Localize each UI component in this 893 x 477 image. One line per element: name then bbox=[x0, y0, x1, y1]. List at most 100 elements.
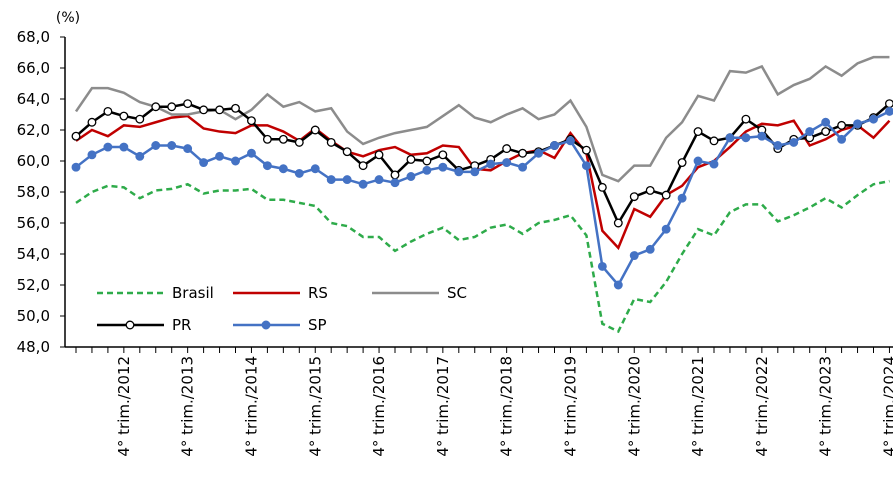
series-marker bbox=[246, 116, 256, 126]
series-marker bbox=[773, 141, 783, 150]
series-marker bbox=[151, 102, 161, 112]
x-tick-label: 4° trim./2014 bbox=[242, 356, 260, 457]
series-marker bbox=[853, 119, 862, 129]
series-marker bbox=[837, 120, 847, 130]
series-marker bbox=[167, 141, 177, 150]
series-marker bbox=[805, 127, 815, 136]
series-marker bbox=[406, 154, 416, 164]
legend-label: SP bbox=[308, 316, 327, 334]
series-marker bbox=[454, 167, 464, 177]
series-marker bbox=[550, 141, 559, 150]
x-tick-label: 4° trim./2015 bbox=[306, 356, 324, 457]
series-marker bbox=[310, 125, 320, 135]
series-marker bbox=[597, 261, 607, 271]
series-marker bbox=[581, 161, 591, 171]
series-marker bbox=[422, 156, 432, 166]
series-marker bbox=[103, 142, 113, 152]
series-line bbox=[75, 179, 890, 334]
series-marker bbox=[87, 117, 97, 127]
series-marker bbox=[246, 148, 256, 158]
series-marker bbox=[199, 158, 209, 167]
series-marker bbox=[119, 111, 129, 121]
x-tick-label: 4° trim./2022 bbox=[753, 356, 771, 457]
series-marker bbox=[374, 150, 384, 160]
series-marker bbox=[518, 162, 528, 172]
series-marker bbox=[167, 102, 177, 112]
series-marker bbox=[693, 127, 703, 136]
series-marker bbox=[262, 161, 272, 171]
series-marker bbox=[374, 175, 384, 185]
series-marker bbox=[422, 165, 432, 175]
series-line bbox=[75, 102, 891, 226]
series-marker bbox=[613, 218, 623, 228]
series-marker bbox=[693, 156, 703, 166]
y-tick-label: 54,0 bbox=[17, 245, 50, 263]
series-marker bbox=[613, 280, 623, 290]
series-marker bbox=[199, 105, 209, 115]
series-marker bbox=[294, 168, 304, 178]
series-marker bbox=[789, 137, 799, 147]
series-marker bbox=[215, 105, 224, 115]
series-marker bbox=[869, 114, 878, 124]
y-tick-label: 48,0 bbox=[17, 338, 50, 356]
series-marker bbox=[821, 127, 831, 136]
series-marker bbox=[71, 131, 81, 141]
series-marker bbox=[837, 134, 847, 144]
series-marker bbox=[358, 179, 368, 189]
legend-label: PR bbox=[172, 316, 191, 334]
series-marker bbox=[629, 192, 639, 202]
y-tick-label: 64,0 bbox=[17, 90, 50, 108]
y-tick-label: 62,0 bbox=[17, 121, 50, 139]
series-marker bbox=[725, 133, 735, 143]
series-marker bbox=[661, 190, 671, 200]
series-marker bbox=[709, 159, 719, 169]
series-marker bbox=[438, 162, 448, 172]
series-marker bbox=[470, 167, 480, 177]
series-marker bbox=[741, 133, 751, 143]
y-tick-label: 58,0 bbox=[17, 183, 50, 201]
series-marker bbox=[135, 151, 145, 161]
series-marker bbox=[183, 144, 193, 154]
series-marker bbox=[390, 170, 400, 180]
series-marker bbox=[135, 114, 145, 124]
series-marker bbox=[502, 144, 512, 154]
series-marker bbox=[71, 162, 81, 172]
series-marker bbox=[438, 150, 448, 160]
series-marker bbox=[342, 175, 352, 185]
x-tick-label: 4° trim./2021 bbox=[689, 356, 707, 457]
series-marker bbox=[278, 164, 288, 174]
series-marker bbox=[661, 224, 671, 234]
x-tick-label: 4° trim./2012 bbox=[115, 356, 133, 457]
series-marker bbox=[358, 161, 368, 171]
series-marker bbox=[709, 136, 719, 146]
y-tick-label: 68,0 bbox=[17, 28, 50, 46]
series-marker bbox=[821, 117, 831, 127]
x-tick-label: 4° trim./2019 bbox=[561, 356, 579, 457]
legend-label: Brasil bbox=[172, 284, 214, 302]
series-marker bbox=[342, 147, 352, 157]
legend-label: RS bbox=[308, 284, 328, 302]
series-marker bbox=[885, 106, 893, 116]
y-tick-label: 56,0 bbox=[17, 214, 50, 232]
series-marker bbox=[406, 172, 416, 181]
series-marker bbox=[215, 151, 224, 161]
y-tick-label: 66,0 bbox=[17, 59, 50, 77]
series-marker bbox=[566, 136, 575, 146]
series-marker bbox=[645, 244, 655, 254]
y-tick-label: 52,0 bbox=[17, 276, 50, 294]
series-marker bbox=[231, 103, 240, 113]
series-marker bbox=[677, 193, 687, 203]
series-marker bbox=[278, 134, 288, 144]
series-marker bbox=[885, 99, 893, 109]
series-line bbox=[75, 110, 890, 288]
x-tick-label: 4° trim./2023 bbox=[817, 356, 835, 457]
series-marker bbox=[534, 148, 543, 158]
series-marker bbox=[390, 178, 400, 188]
x-tick-label: 4° trim./2024 bbox=[880, 356, 893, 457]
y-unit-label: (%) bbox=[56, 10, 80, 26]
series-marker bbox=[326, 137, 336, 147]
x-tick-label: 4° trim./2017 bbox=[434, 356, 452, 457]
series-marker bbox=[87, 150, 97, 160]
series-marker bbox=[518, 148, 528, 158]
